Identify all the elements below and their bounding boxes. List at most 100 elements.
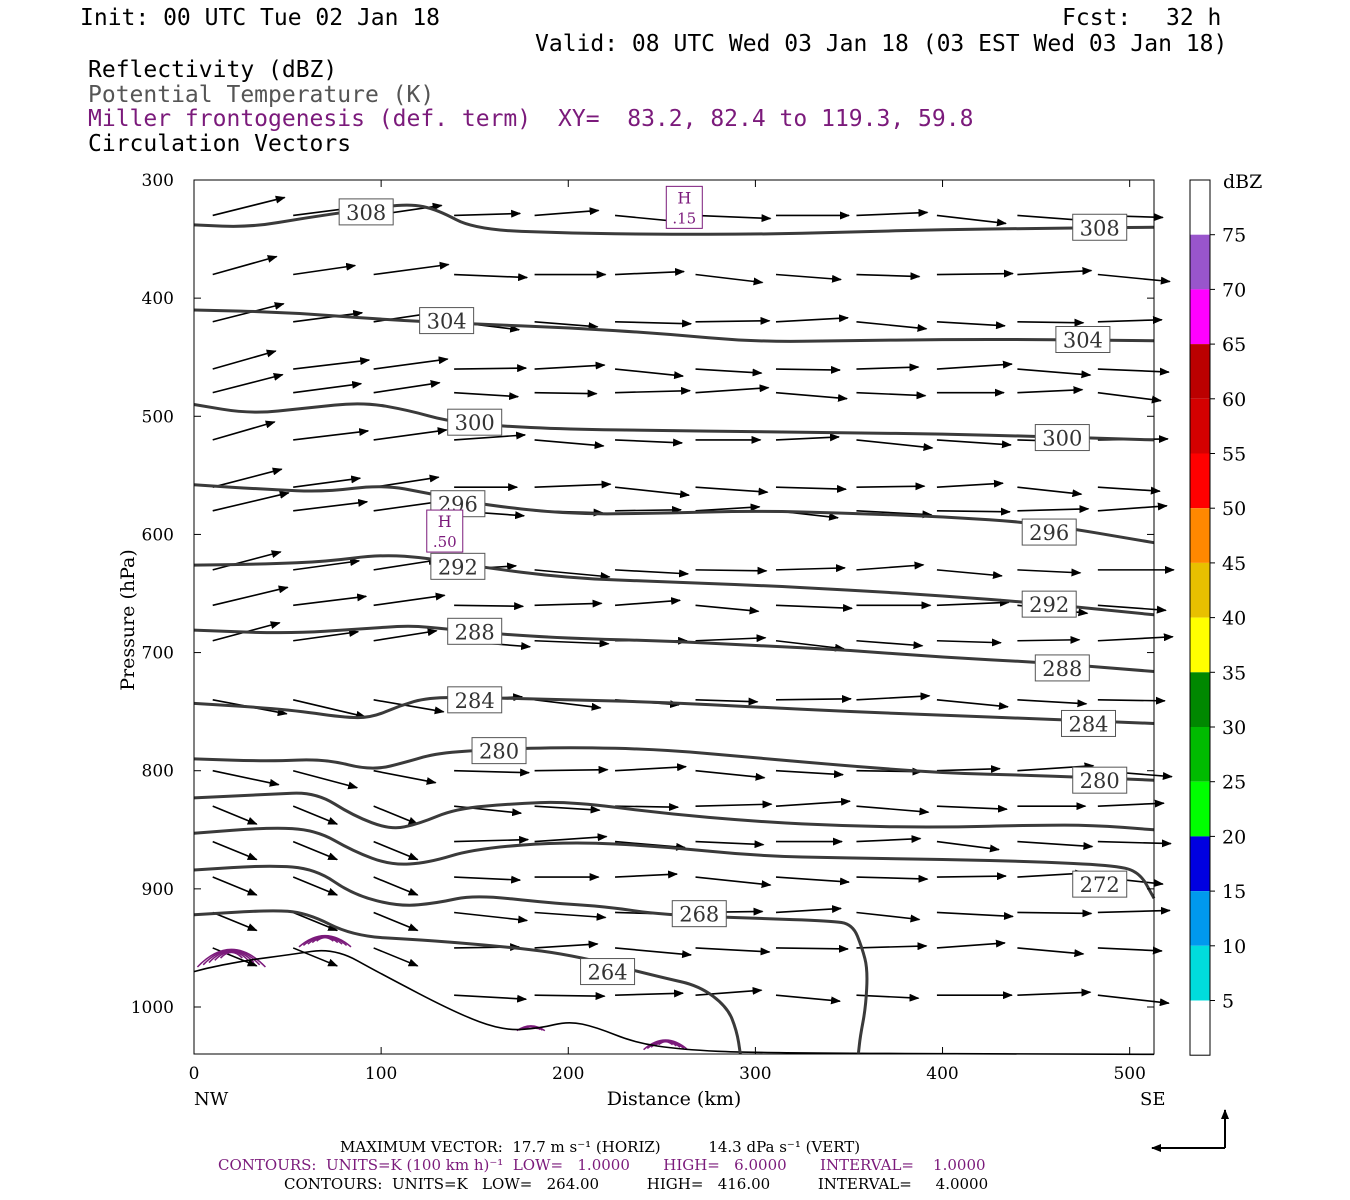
circulation-vector (293, 498, 369, 512)
circulation-vector (1097, 273, 1171, 285)
circulation-vector (373, 356, 449, 370)
circulation-vector (373, 628, 438, 642)
circulation-vector (293, 428, 370, 441)
circulation-vector (936, 872, 1007, 881)
colorbar-level: 55 (1222, 444, 1246, 466)
theta-label-264: 264 (580, 958, 636, 986)
theta-label-280: 280 (1072, 766, 1128, 794)
colorbar-segment (1190, 781, 1210, 837)
circulation-vector (695, 634, 767, 643)
circulation-vector (373, 911, 419, 932)
theta-label-text: 264 (588, 961, 628, 985)
circulation-vector (1097, 391, 1162, 404)
circulation-vector (212, 769, 280, 787)
y-tick-label: 1000 (131, 998, 174, 1018)
circulation-vector (775, 273, 842, 283)
forecast-hour: 32 h (1166, 5, 1222, 31)
circulation-vector (212, 349, 277, 370)
theta-label-text: 284 (1068, 712, 1108, 736)
circulation-vector (936, 507, 1011, 516)
circulation-vector (856, 272, 921, 281)
y-axis-title: Pressure (hPa) (117, 549, 139, 691)
theta-label-text: 284 (455, 689, 495, 713)
theta-label-text: 268 (679, 903, 719, 927)
colorbar-level: 25 (1222, 772, 1246, 794)
theta-contour-284 (193, 695, 1155, 725)
frontogenesis-high: H .15 (665, 185, 703, 229)
circulation-vector (695, 273, 764, 286)
colorbar-segment (1190, 836, 1210, 892)
theta-label-300: 300 (447, 408, 503, 436)
circulation-vector (615, 505, 683, 514)
circulation-vector (1017, 635, 1081, 644)
circulation-vector (936, 638, 1002, 647)
colorbar-level: 45 (1222, 553, 1246, 575)
theta-label-box (1055, 325, 1111, 353)
theta-label-text: 300 (1042, 427, 1082, 451)
circulation-vector (454, 273, 529, 282)
circulation-vector (615, 763, 688, 772)
circulation-vector (615, 569, 690, 578)
circulation-vector (534, 207, 600, 217)
circulation-vector (615, 803, 680, 812)
circulation-vector (936, 765, 1001, 773)
circulation-vector (936, 804, 1008, 813)
circulation-vector (695, 368, 763, 377)
frontogenesis-contour (658, 1040, 674, 1046)
theta-label-284: 284 (1061, 709, 1117, 737)
x-tick-label: 0 (189, 1064, 200, 1084)
circulation-vector (775, 639, 845, 652)
circulation-vector (775, 797, 851, 807)
circulation-vector (695, 769, 766, 781)
circulation-vector (695, 947, 771, 956)
theta-label-box (580, 958, 636, 986)
colorbar-level: 35 (1222, 662, 1246, 684)
circulation-vector (936, 598, 1010, 607)
frontogenesis-high: H .50 (426, 509, 464, 553)
theta-label-272: 272 (1072, 870, 1128, 898)
theta-contour-272 (193, 826, 1156, 900)
colorbar-segment (1190, 1000, 1210, 1056)
circulation-vector (1017, 267, 1093, 276)
colorbar-segment (1190, 945, 1210, 1001)
terrain-profile (193, 949, 1155, 1056)
circulation-vector (212, 911, 258, 932)
circulation-vector (1017, 840, 1094, 850)
circulation-vector (293, 629, 360, 642)
circulation-vector (615, 870, 679, 879)
theta-label-box (1021, 518, 1077, 546)
x-tick-label: 500 (1113, 1064, 1145, 1084)
theta-label-box (671, 900, 727, 928)
theta-label-box (447, 617, 503, 645)
circulation-vector (534, 389, 598, 398)
circulation-vector (212, 876, 258, 896)
circulation-vector (534, 599, 603, 608)
colorbar-level: 70 (1222, 279, 1246, 301)
theta-label-text: 288 (455, 620, 495, 644)
circulation-vector (293, 475, 362, 488)
high-letter: H (677, 188, 691, 207)
circulation-vector (614, 597, 682, 607)
circulation-vector (534, 361, 606, 370)
forecast-label: Fcst: (1062, 5, 1132, 31)
theta-label-284: 284 (447, 686, 503, 714)
colorbar-level: 60 (1222, 389, 1246, 411)
circulation-vector (1017, 762, 1095, 772)
circulation-vector (775, 365, 841, 374)
circulation-vector (695, 840, 765, 849)
circulation-vector (212, 490, 290, 512)
circulation-vector (1097, 839, 1172, 848)
circulation-vector (936, 439, 1012, 449)
theta-contour-288 (193, 624, 1155, 673)
theta-contour-304 (193, 308, 1155, 343)
circulation-vector (534, 480, 612, 489)
theta-label-text: 288 (1042, 657, 1082, 681)
reference-vector-icon (1151, 1109, 1229, 1152)
y-tick-label: 400 (142, 289, 174, 309)
theta-contours (193, 203, 1156, 1055)
circulation-vector (534, 639, 610, 648)
circulation-vector (1097, 696, 1166, 705)
colorbar-level: 10 (1222, 936, 1246, 958)
circulation-vector (614, 486, 691, 499)
high-value: .50 (433, 533, 457, 551)
